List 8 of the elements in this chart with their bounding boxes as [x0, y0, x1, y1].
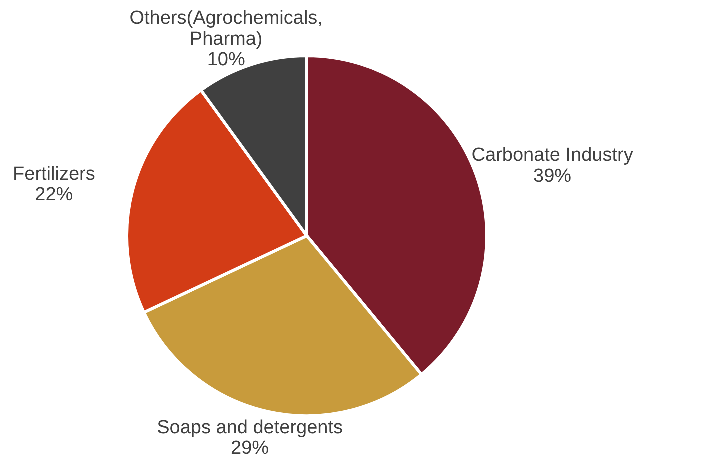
slice-label: Soaps and detergents	[157, 417, 344, 438]
data-label: 22%	[35, 184, 74, 206]
data-label: 39%	[534, 166, 572, 188]
slice-label: Carbonate Industry	[472, 145, 634, 166]
slice-label: Fertilizers	[13, 164, 96, 185]
data-label: 29%	[231, 438, 270, 460]
slice-label: Others(Agrochemicals, Pharma)	[130, 8, 323, 50]
data-label: 10%	[207, 50, 246, 71]
